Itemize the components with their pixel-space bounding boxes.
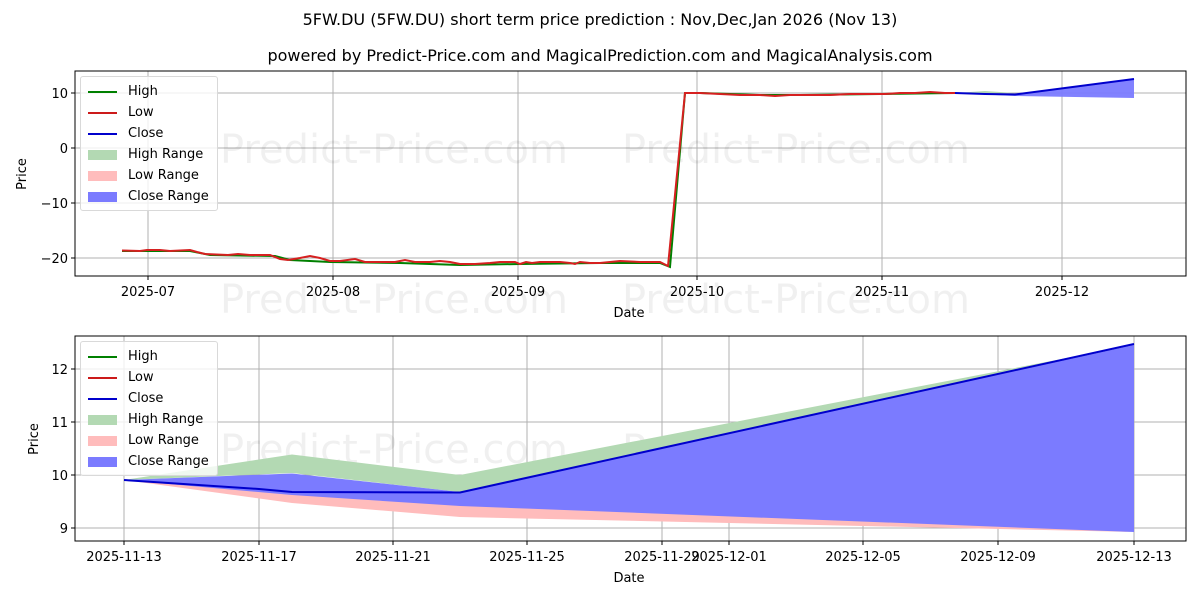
watermark: Predict-Price.com [622, 277, 970, 323]
legend-label: Close [128, 126, 164, 141]
legend-patch-swatch [88, 456, 117, 467]
legend-label: High [128, 84, 158, 99]
legend-label: Low [128, 105, 154, 120]
top-y-axis: 10 0 −10 −20 [41, 87, 75, 267]
watermark: Predict-Price.com [220, 127, 568, 173]
top-low-line [121, 90, 955, 268]
x-tick-label: 2025-10 [670, 285, 724, 300]
chart-subtitle: powered by Predict-Price.com and Magical… [267, 46, 933, 65]
legend-item: Low [88, 367, 209, 388]
legend-label: High Range [128, 147, 204, 162]
y-tick-label: 10 [51, 87, 68, 102]
legend-item: Low [88, 102, 209, 123]
top-high-line [122, 92, 956, 269]
x-tick-label: 2025-12 [1035, 285, 1089, 300]
chart-title: 5FW.DU (5FW.DU) short term price predict… [302, 10, 898, 29]
legend-label: High [128, 349, 158, 364]
legend-item: High Range [88, 409, 209, 430]
x-tick-label: 2025-11-29 [624, 550, 700, 565]
legend-label: Close [128, 391, 164, 406]
y-tick-label: −10 [41, 197, 68, 212]
legend-label: Close Range [128, 454, 209, 469]
bottom-y-axis: 12 11 10 9 [51, 363, 75, 537]
legend-label: Low Range [128, 433, 199, 448]
watermark: Predict-Price.com [622, 127, 970, 173]
legend-item: High [88, 81, 209, 102]
bottom-x-axis: 2025-11-13 2025-11-17 2025-11-21 2025-11-25… [86, 541, 1172, 565]
x-tick-label: 2025-12-05 [825, 550, 901, 565]
y-tick-label: 0 [60, 142, 68, 157]
x-tick-label: 2025-09 [491, 285, 545, 300]
legend-item: Close Range [88, 186, 209, 207]
top-axes-frame [74, 70, 1187, 277]
legend-patch-swatch [88, 149, 117, 160]
legend-label: High Range [128, 412, 204, 427]
bottom-close-line [123, 343, 1135, 494]
watermark: Predict-Price.com [220, 277, 568, 323]
bottom-x-axis-label: Date [613, 571, 644, 586]
bottom-axes-frame [74, 335, 1187, 542]
x-tick-label: 2025-12-09 [960, 550, 1036, 565]
x-tick-label: 2025-11 [855, 285, 909, 300]
legend-label: Low Range [128, 168, 199, 183]
legend-item: Close [88, 388, 209, 409]
top-gridlines [75, 71, 1186, 276]
legend-item: High [88, 346, 209, 367]
bottom-y-axis-label: Price [27, 423, 42, 455]
legend-item: Low Range [88, 165, 209, 186]
legend-patch-swatch [88, 170, 117, 181]
x-tick-label: 2025-07 [121, 285, 175, 300]
x-tick-label: 2025-11-25 [489, 550, 565, 565]
legend-line-swatch [88, 397, 117, 400]
top-x-axis: 2025-07 2025-08 2025-09 2025-10 2025-11 2025-… [121, 276, 1089, 300]
legend-label: Low [128, 370, 154, 385]
y-tick-label: 12 [51, 363, 68, 378]
x-tick-label: 2025-11-21 [355, 550, 431, 565]
bottom-close-range-area [124, 345, 1134, 532]
x-tick-label: 2025-12-01 [691, 550, 767, 565]
y-tick-label: −20 [41, 252, 68, 267]
legend-line-swatch [88, 132, 117, 135]
legend-line-swatch [88, 111, 117, 114]
top-x-axis-label: Date [613, 306, 644, 321]
x-tick-label: 2025-11-17 [221, 550, 297, 565]
top-y-axis-label: Price [15, 158, 30, 190]
legend-item: Close Range [88, 451, 209, 472]
x-tick-label: 2025-12-13 [1096, 550, 1172, 565]
bottom-legend: High Low Close High Range Low Range Close Ran… [80, 341, 218, 476]
x-tick-label: 2025-08 [306, 285, 360, 300]
top-close-line [954, 78, 1135, 96]
y-tick-label: 10 [51, 469, 68, 484]
legend-patch-swatch [88, 191, 117, 202]
legend-patch-swatch [88, 435, 117, 446]
legend-item: Close [88, 123, 209, 144]
y-tick-label: 11 [51, 416, 68, 431]
y-tick-label: 9 [60, 522, 68, 537]
legend-item: High Range [88, 144, 209, 165]
legend-line-swatch [88, 355, 117, 358]
top-close-range-area [955, 79, 1134, 98]
bottom-chart: Predict-Price.com Predict-Price.com 1211… [27, 335, 1187, 586]
legend-patch-swatch [88, 414, 117, 425]
legend-item: Low Range [88, 430, 209, 451]
top-chart: Predict-Price.com Predict-Price.com Pred… [15, 70, 1187, 323]
legend-line-swatch [88, 90, 117, 93]
x-tick-label: 2025-11-13 [86, 550, 162, 565]
legend-label: Close Range [128, 189, 209, 204]
legend-line-swatch [88, 376, 117, 379]
top-legend: High Low Close High Range Low Range Close Ran… [80, 76, 218, 211]
